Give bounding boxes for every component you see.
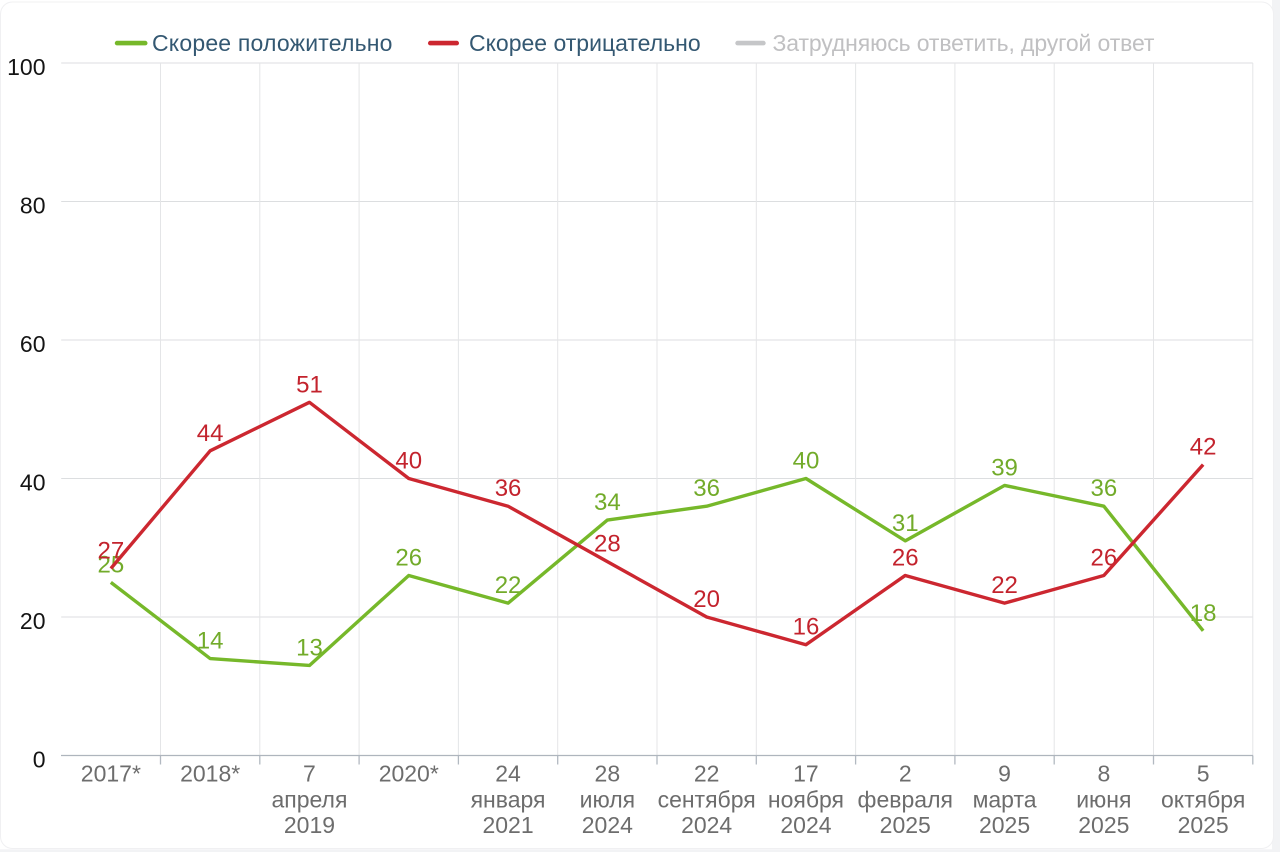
svg-text:17: 17 xyxy=(793,761,819,787)
svg-text:ноября: ноября xyxy=(768,786,844,812)
svg-text:36: 36 xyxy=(693,475,720,502)
svg-text:0: 0 xyxy=(33,747,46,773)
svg-text:февраля: февраля xyxy=(858,786,953,812)
svg-text:22: 22 xyxy=(991,572,1018,599)
svg-text:27: 27 xyxy=(97,538,124,565)
svg-text:40: 40 xyxy=(793,448,820,475)
svg-text:60: 60 xyxy=(20,331,46,357)
svg-text:39: 39 xyxy=(991,454,1018,481)
svg-text:Затрудняюсь ответить, другой о: Затрудняюсь ответить, другой ответ xyxy=(773,30,1155,56)
svg-text:36: 36 xyxy=(495,475,522,502)
svg-text:2025: 2025 xyxy=(1178,812,1229,838)
svg-text:26: 26 xyxy=(395,544,422,571)
svg-text:80: 80 xyxy=(20,193,46,219)
svg-text:Скорее отрицательно: Скорее отрицательно xyxy=(469,30,701,56)
svg-text:31: 31 xyxy=(892,510,919,537)
svg-text:44: 44 xyxy=(197,420,224,447)
svg-text:2017*: 2017* xyxy=(81,761,141,787)
svg-text:7: 7 xyxy=(303,761,316,787)
svg-text:сентября: сентября xyxy=(658,786,756,812)
svg-text:2024: 2024 xyxy=(681,812,732,838)
svg-text:июля: июля xyxy=(580,786,635,812)
svg-text:40: 40 xyxy=(20,470,46,496)
svg-text:2019: 2019 xyxy=(284,812,335,838)
svg-text:100: 100 xyxy=(7,54,45,80)
svg-text:20: 20 xyxy=(693,586,720,613)
svg-text:5: 5 xyxy=(1197,761,1210,787)
svg-text:2025: 2025 xyxy=(880,812,931,838)
svg-text:42: 42 xyxy=(1190,434,1217,461)
svg-text:34: 34 xyxy=(594,489,621,516)
svg-text:января: января xyxy=(471,786,546,812)
svg-text:апреля: апреля xyxy=(271,786,347,812)
svg-text:октября: октября xyxy=(1161,786,1245,812)
svg-text:16: 16 xyxy=(793,614,820,641)
svg-text:9: 9 xyxy=(998,761,1011,787)
svg-text:2024: 2024 xyxy=(582,812,633,838)
svg-text:марта: марта xyxy=(973,786,1037,812)
svg-text:2020*: 2020* xyxy=(379,761,439,787)
svg-text:2025: 2025 xyxy=(979,812,1030,838)
svg-text:51: 51 xyxy=(296,371,323,398)
svg-text:22: 22 xyxy=(694,761,720,787)
svg-text:2024: 2024 xyxy=(780,812,831,838)
svg-text:июня: июня xyxy=(1076,786,1131,812)
svg-text:26: 26 xyxy=(892,544,919,571)
svg-text:8: 8 xyxy=(1097,761,1110,787)
svg-text:2018*: 2018* xyxy=(180,761,240,787)
svg-text:28: 28 xyxy=(594,531,621,558)
svg-text:36: 36 xyxy=(1090,475,1117,502)
svg-text:24: 24 xyxy=(495,761,521,787)
svg-text:20: 20 xyxy=(20,608,46,634)
svg-text:Скорее положительно: Скорее положительно xyxy=(152,30,393,56)
svg-text:2021: 2021 xyxy=(482,812,533,838)
svg-text:2025: 2025 xyxy=(1078,812,1129,838)
svg-text:2: 2 xyxy=(899,761,912,787)
svg-text:28: 28 xyxy=(595,761,621,787)
svg-text:18: 18 xyxy=(1190,600,1217,627)
